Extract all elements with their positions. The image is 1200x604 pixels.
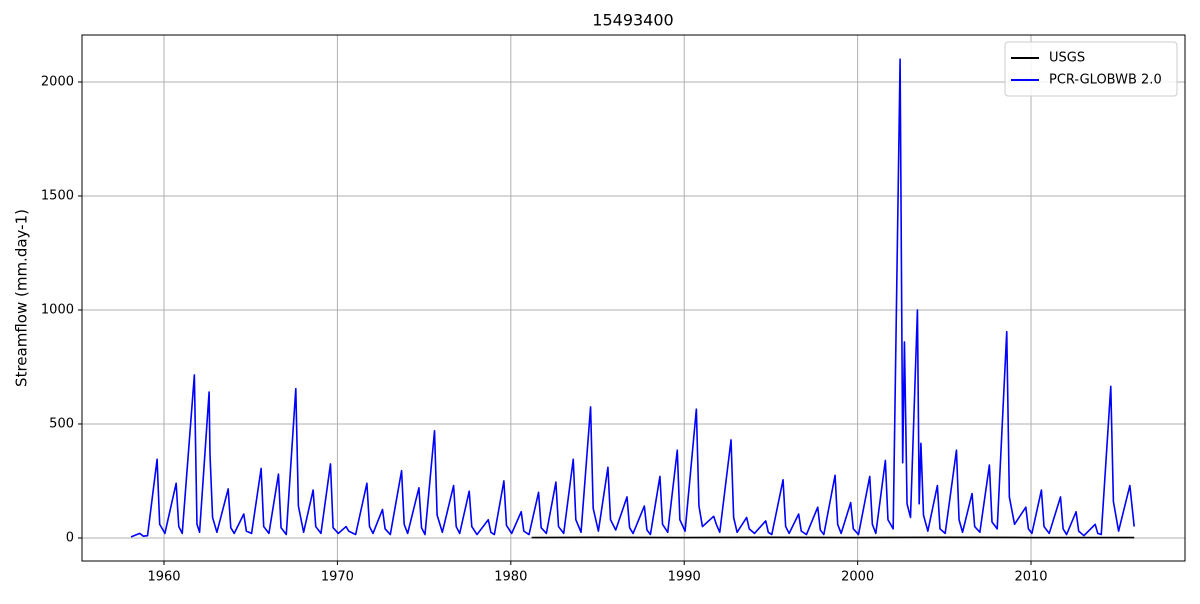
legend-box <box>1005 42 1177 96</box>
chart-title: 15493400 <box>592 11 673 30</box>
y-tick-label: 0 <box>66 530 74 545</box>
x-tick-label: 1960 <box>147 570 180 585</box>
legend-label: USGS <box>1049 51 1085 66</box>
x-tick-label: 1970 <box>321 570 354 585</box>
legend-label: PCR-GLOBWB 2.0 <box>1049 73 1162 88</box>
y-tick-label: 500 <box>49 416 74 431</box>
y-axis-label: Streamflow (mm.day-1) <box>13 209 31 387</box>
plot-frame <box>82 35 1185 561</box>
x-tick-label: 1990 <box>668 570 701 585</box>
y-tick-label: 2000 <box>41 74 74 89</box>
x-tick-label: 2000 <box>841 570 874 585</box>
y-tick-label: 1000 <box>41 302 74 317</box>
x-tick-label: 1980 <box>494 570 527 585</box>
x-tick-label: 2010 <box>1014 570 1047 585</box>
y-tick-label: 1500 <box>41 188 74 203</box>
line-series <box>131 59 1134 537</box>
